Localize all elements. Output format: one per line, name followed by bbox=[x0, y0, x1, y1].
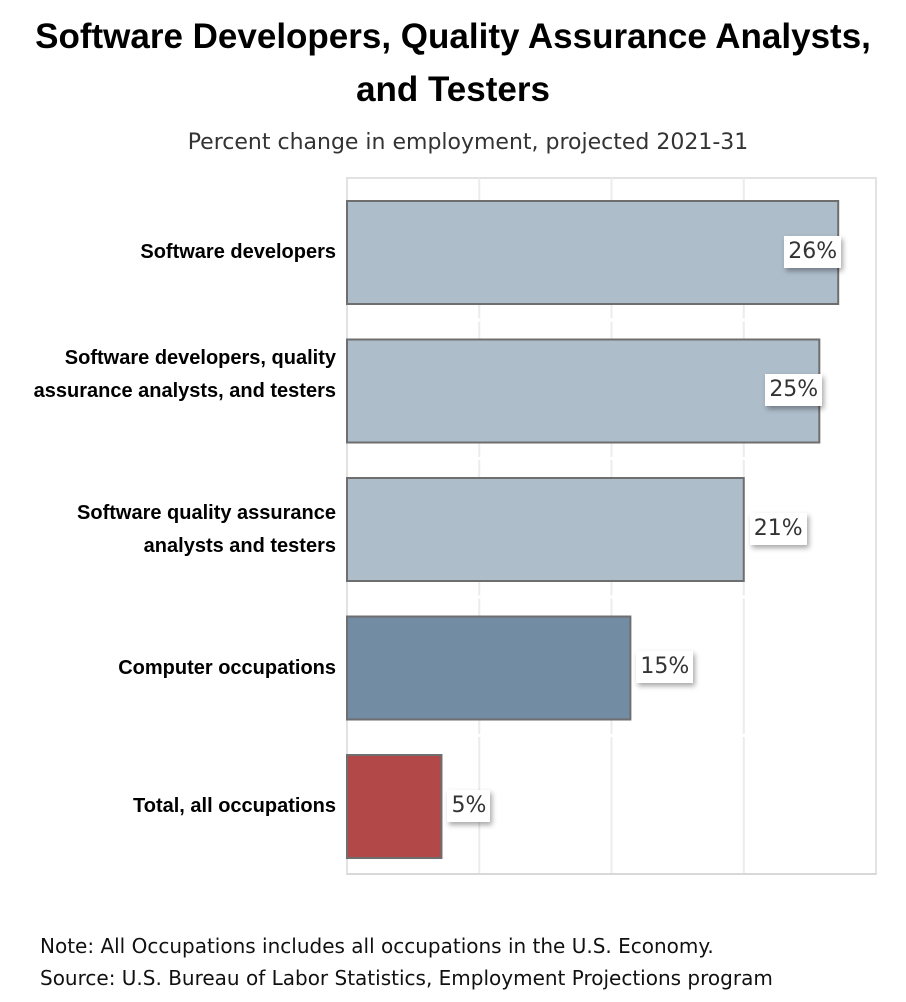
band-separator bbox=[348, 595, 875, 599]
bar bbox=[346, 615, 632, 721]
bar bbox=[346, 338, 821, 444]
bar bbox=[346, 477, 745, 583]
category-label: Total, all occupations bbox=[133, 795, 336, 818]
data-label: 25% bbox=[765, 374, 823, 406]
bar bbox=[346, 200, 840, 305]
chart-title: Software Developers, Quality Assurance A… bbox=[35, 17, 871, 109]
band-separator bbox=[348, 734, 875, 738]
data-label: 21% bbox=[749, 512, 807, 545]
chart-source: Source: U.S. Bureau of Labor Statistics,… bbox=[40, 966, 773, 990]
data-label: 15% bbox=[636, 651, 694, 683]
band-separator bbox=[348, 457, 875, 461]
data-label: 5% bbox=[447, 789, 491, 822]
category-label: Software developers, quality assurance a… bbox=[33, 346, 336, 402]
category-label: Software quality assurance analysts and … bbox=[77, 501, 336, 557]
category-label: Software developers bbox=[140, 241, 336, 263]
category-label: Computer occupations bbox=[118, 656, 336, 679]
bar bbox=[346, 754, 443, 860]
chart-note: Note: All Occupations includes all occup… bbox=[40, 934, 714, 958]
chart-subtitle: Percent change in employment, projected … bbox=[187, 130, 749, 155]
band-separator bbox=[348, 318, 875, 322]
data-label: 26% bbox=[784, 235, 842, 268]
